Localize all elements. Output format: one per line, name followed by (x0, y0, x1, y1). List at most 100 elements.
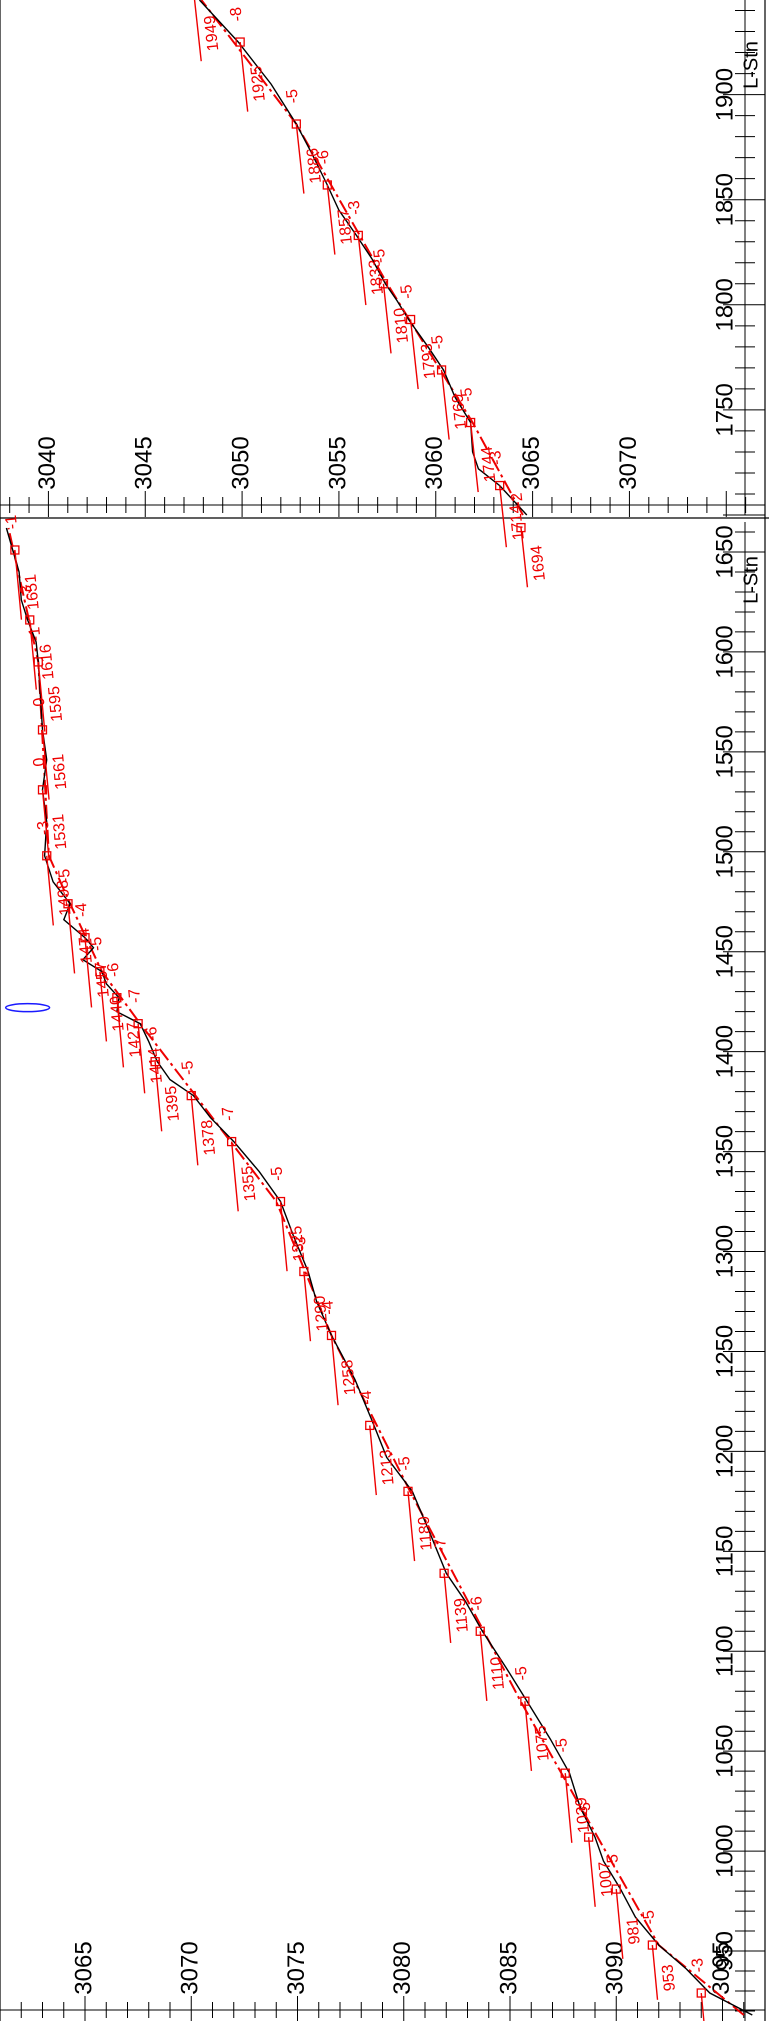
station-diff-label: -7 (220, 1106, 238, 1122)
station-tick-label: 1600 (711, 625, 738, 678)
station-label: 1414 (146, 1047, 166, 1084)
station-tick-label: 1300 (711, 1225, 738, 1278)
station-diff-label: -5 (458, 387, 476, 403)
station-diff-label: -5 (88, 936, 106, 952)
station-label: 1810 (391, 307, 412, 344)
station-tick-label: 1000 (711, 1824, 738, 1877)
station-offset-line (651, 1944, 659, 2000)
station-marker (403, 1486, 413, 1497)
station-tick-label: 1850 (711, 173, 738, 226)
station-offset-line (564, 1773, 573, 1843)
elevation-tick-label: 3085 (495, 1941, 522, 1994)
station-diff-label: -5 (640, 1909, 658, 1925)
station-diff-label: -6 (315, 149, 333, 165)
station-diff-label: -4 (73, 902, 91, 918)
station-tick-label: 950 (711, 1931, 738, 1971)
station-tick-label: 1750 (711, 383, 738, 436)
elevation-tick-label: 3090 (602, 1941, 629, 1994)
station-offset-line (116, 997, 125, 1068)
station-diff-label: -3 (689, 1957, 707, 1973)
station-label: 1769 (450, 393, 471, 430)
station-label: 1395 (163, 1085, 183, 1122)
station-label: 1744 (479, 445, 500, 482)
station-marker (439, 1568, 449, 1578)
station-label: 1258 (339, 1359, 359, 1396)
station-diff-label: -3 (35, 820, 53, 836)
station-marker (495, 480, 505, 491)
elevation-tick-label: 3040 (34, 436, 61, 489)
station-diff-label: -3 (487, 450, 505, 466)
station-marker (299, 1266, 309, 1277)
station-label: 1925 (248, 65, 269, 102)
station-tick-label: 1800 (711, 278, 738, 331)
station-marker (95, 967, 105, 977)
l-stn-axis-label: L-Stn (740, 41, 762, 89)
station-offset-line (479, 1631, 488, 1702)
station-tick-label: 1050 (711, 1724, 738, 1777)
station-marker (63, 899, 73, 909)
station-label: 981 (624, 1917, 643, 1945)
station-diff-label: -3 (18, 584, 36, 600)
station-offset-line (137, 1023, 146, 1094)
station-diff-label: -8 (228, 6, 246, 22)
station-label: 1440 (107, 995, 127, 1032)
station-offset-line (498, 485, 508, 548)
station-diff-label: -7 (126, 988, 144, 1004)
station-diff-label: -7 (432, 1537, 450, 1553)
station-offset-line (295, 123, 305, 194)
station-tick-label: 1550 (711, 725, 738, 778)
elevation-tick-label: 3075 (283, 1941, 310, 1994)
station-offset-line (41, 789, 50, 860)
station-diff-label: -3 (346, 200, 364, 216)
station-diff-label: -6 (105, 962, 123, 978)
station-offset-line (409, 319, 419, 390)
station-tick-label: 1350 (711, 1125, 738, 1178)
station-diff-label: -5 (577, 1801, 595, 1817)
station-marker (465, 417, 476, 428)
elevation-tick-label: 3065 (518, 436, 545, 489)
station-offset-line (99, 971, 108, 1042)
station-tick-label: 1150 (711, 1526, 738, 1578)
station-marker (10, 545, 20, 555)
station-diff-label: -5 (398, 284, 416, 300)
station-tick-label: 1200 (711, 1425, 738, 1478)
station-diff-label: -4 (358, 1390, 376, 1406)
station-marker (405, 314, 416, 325)
ground-profile-line (198, 0, 528, 516)
station-label: 1110 (488, 1656, 508, 1691)
station-label: 1290 (311, 1295, 331, 1332)
station-offset-line (239, 41, 249, 112)
elevation-tick-label: 3050 (227, 436, 254, 489)
station-label: 1561 (50, 753, 70, 790)
station-offset-line (524, 1701, 533, 1771)
station-marker (37, 725, 48, 735)
station-offset-line (382, 283, 392, 354)
station-diff-label: -3 (292, 1236, 310, 1252)
station-marker (80, 933, 90, 943)
station-tick-label: 1100 (711, 1625, 738, 1677)
station-label: 1180 (416, 1515, 436, 1551)
station-label: 1378 (199, 1119, 219, 1156)
panel-stations-950-1650: 950 1000 1050 1100 1150 1200 1250 1300 1350 1400 1… (0, 514, 765, 2021)
station-label: 1886 (304, 147, 325, 184)
station-label: 1595 (46, 685, 66, 722)
station-marker (25, 615, 35, 625)
station-diff-label: -6 (468, 1595, 486, 1611)
station-offset-line (326, 184, 336, 255)
station-marker (322, 180, 332, 190)
station-diff-label: 0 (31, 697, 49, 708)
station-offset-line (37, 661, 46, 732)
station-marker (516, 522, 526, 533)
station-marker (291, 119, 301, 129)
design-profile-line (7, 527, 745, 2016)
station-marker (365, 1420, 375, 1431)
station-offset-line (469, 422, 479, 493)
station-label: 1949 (202, 15, 223, 52)
station-label: 1498 (54, 879, 74, 916)
station-label: 1457 (93, 961, 113, 998)
elevation-tick-label: 3055 (324, 436, 351, 489)
station-marker (520, 1696, 530, 1706)
station-offset-line (154, 1061, 163, 1132)
l-stn-axis-label: L-Stn (740, 556, 762, 604)
